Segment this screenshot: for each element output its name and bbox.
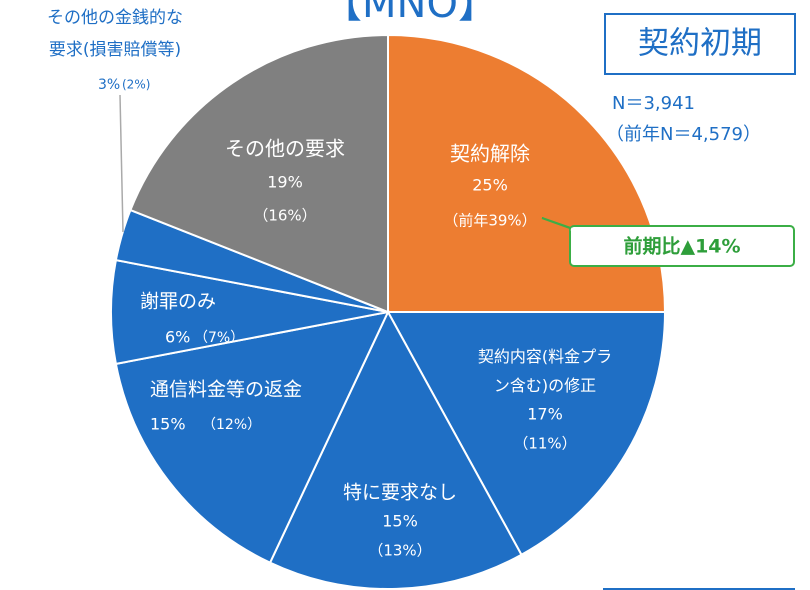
callout-joint bbox=[570, 227, 585, 235]
prev-label: （7%） bbox=[194, 330, 244, 346]
slice-label: その他の金銭的な要求(損害賠償等) bbox=[47, 8, 183, 60]
slice-label: 契約解除 bbox=[450, 142, 530, 166]
value-label: 19% bbox=[267, 173, 303, 192]
prev-label: (2%) bbox=[122, 78, 150, 92]
value-label: 3% bbox=[98, 77, 120, 93]
period-box bbox=[604, 13, 796, 75]
value-label: 15% bbox=[382, 512, 418, 531]
prev-label: （前年39%） bbox=[443, 212, 536, 230]
slice-label: 特に要求なし bbox=[343, 482, 457, 504]
callout-box bbox=[569, 225, 795, 267]
slice-label: 謝罪のみ bbox=[140, 291, 216, 313]
pie-slice bbox=[129, 33, 389, 314]
prev-n-label: （前年N＝4,579） bbox=[606, 124, 761, 145]
value-label: 6% bbox=[165, 328, 190, 347]
prev-label: （13%） bbox=[368, 542, 431, 560]
prev-label: （16%） bbox=[253, 207, 316, 225]
period-label: 契約初期 bbox=[638, 26, 762, 62]
callout-text: 前期比▲14% bbox=[623, 235, 740, 258]
n-label: N＝3,941 bbox=[612, 93, 695, 114]
prev-label: （11%） bbox=[513, 435, 576, 453]
slice-label: その他の要求 bbox=[225, 137, 345, 161]
value-label: 25% bbox=[472, 176, 508, 195]
pie-slice bbox=[387, 33, 667, 313]
chart-title: 【MNO】 bbox=[322, 0, 498, 27]
prev-label: （12%） bbox=[202, 417, 261, 433]
pie-slice bbox=[114, 310, 390, 564]
slice-label: 通信料金等の返金 bbox=[150, 379, 302, 401]
pie-slice bbox=[386, 311, 667, 557]
leader-line bbox=[119, 94, 124, 233]
value-label: 15% bbox=[150, 415, 186, 434]
pie-slice bbox=[268, 309, 523, 590]
slice-label: 契約内容(料金プラン含む)の修正 bbox=[478, 347, 612, 395]
value-label: 17% bbox=[527, 405, 563, 424]
